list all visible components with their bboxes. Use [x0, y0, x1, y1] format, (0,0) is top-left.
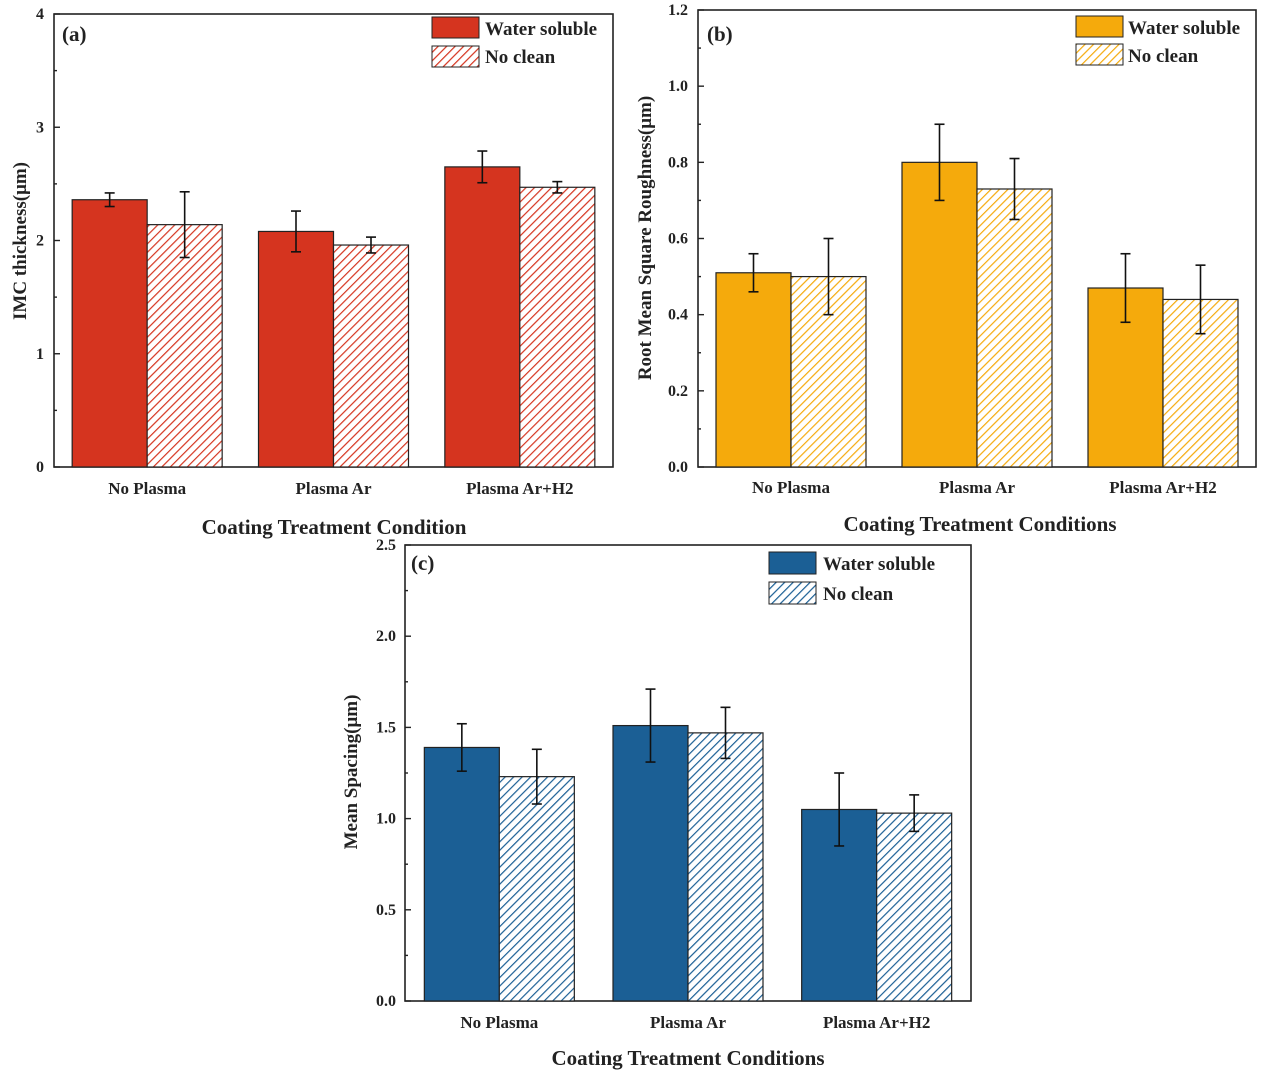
panel-b-legend-swatch-water-soluble [1075, 15, 1124, 38]
panel-b-y-tick-label: 0.0 [668, 459, 688, 476]
panel-c-bar-water-soluble [423, 746, 500, 1002]
panel-c-legend-swatch-no-clean [768, 581, 817, 605]
panel-a-category-label: Plasma Ar [295, 479, 371, 498]
panel-b-y-tick-label: 0.4 [668, 307, 688, 324]
panel-a-bar-water-soluble [71, 199, 148, 468]
panel-c-bar-water-soluble [612, 724, 689, 1002]
panel-b-category-label: No Plasma [752, 478, 830, 497]
panel-c-bar-no-clean [498, 776, 575, 1002]
panel-b-y-tick-label: 1.0 [668, 78, 688, 95]
panel-a-legend-swatch-no-clean [431, 45, 480, 68]
panel-a-y-tick-label: 3 [36, 119, 44, 136]
panel-c-category-label: Plasma Ar+H2 [823, 1013, 930, 1032]
panel-c-legend-label-no-clean: No clean [823, 584, 894, 605]
panel-b-legend-label-no-clean: No clean [1128, 46, 1199, 67]
panel-b-category-label: Plasma Ar+H2 [1109, 478, 1216, 497]
panel-c-category-label: Plasma Ar [650, 1013, 726, 1032]
panel-c-x-axis-title: Coating Treatment Conditions [551, 1046, 824, 1070]
panel-b-category-label: Plasma Ar [939, 478, 1015, 497]
panel-a-y-tick-label: 4 [36, 6, 44, 23]
panel-c-y-tick-label: 2.0 [376, 628, 396, 645]
panel-b-y-tick-label: 0.6 [668, 231, 688, 248]
panel-b-legend-swatch-no-clean [1075, 43, 1124, 66]
panel-a-y-axis-title: IMC thickness(μm) [10, 162, 31, 320]
panel-a-y-tick-label: 2 [36, 233, 44, 250]
panel-a-legend-label-no-clean: No clean [485, 47, 556, 68]
panel-c-y-tick-label: 2.5 [376, 537, 396, 554]
panel-c-bar-no-clean [687, 732, 764, 1002]
panel-c-legend-label-water-soluble: Water soluble [823, 554, 935, 575]
panel-b-tag: (b) [707, 22, 733, 46]
panel-b-y-axis-title: Root Mean Square Roughness(μm) [635, 96, 656, 380]
panel-c-category-label: No Plasma [460, 1013, 538, 1032]
panel-b-bar-water-soluble [901, 161, 978, 468]
panel-a-tag: (a) [62, 22, 87, 46]
panel-b-x-axis-title: Coating Treatment Conditions [843, 512, 1116, 536]
panel-a-bar-no-clean [146, 224, 223, 468]
panel-c-legend-swatch-water-soluble [768, 551, 817, 575]
panel-a-bar-water-soluble [257, 230, 335, 468]
panel-a-category-label: Plasma Ar+H2 [466, 479, 573, 498]
panel-a-legend-label-water-soluble: Water soluble [485, 19, 597, 40]
panel-a-bar-no-clean [519, 186, 596, 468]
chart-panel-b: (b) Root Mean Square Roughness(μm) Coati… [635, 2, 1257, 536]
panel-c-bar-no-clean [876, 812, 953, 1002]
panel-b-legend: Water soluble No clean [1075, 15, 1240, 67]
panel-c-y-axis-title: Mean Spacing(μm) [341, 695, 362, 850]
chart-panel-c: (c) Mean Spacing(μm) Coating Treatment C… [341, 537, 972, 1070]
panel-a-x-axis-title: Coating Treatment Condition [202, 515, 467, 539]
panel-c-tag: (c) [411, 551, 434, 575]
panel-a-category-label: No Plasma [108, 479, 186, 498]
panel-b-legend-label-water-soluble: Water soluble [1128, 18, 1240, 39]
panel-a-bar-no-clean [332, 244, 410, 468]
panel-b-y-tick-label: 0.8 [668, 154, 688, 171]
panel-b-bar-water-soluble [715, 272, 792, 468]
panel-a-y-tick-label: 1 [36, 346, 44, 363]
chart-panel-a: (a) IMC thickness(μm) Coating Treatment … [10, 6, 614, 539]
panel-a-bar-water-soluble [444, 166, 521, 468]
panel-c-y-tick-label: 1.5 [376, 719, 396, 736]
panel-b-bar-no-clean [976, 188, 1053, 468]
panel-c-y-tick-label: 0.5 [376, 902, 396, 919]
panel-c-y-tick-label: 0.0 [376, 993, 396, 1010]
panel-c-y-tick-label: 1.0 [376, 811, 396, 828]
panel-a-legend: Water soluble No clean [431, 16, 597, 68]
panel-a-legend-swatch-water-soluble [431, 16, 480, 39]
panel-b-y-tick-label: 0.2 [668, 383, 688, 400]
panel-b-y-tick-label: 1.2 [668, 2, 688, 19]
panel-c-legend: Water soluble No clean [768, 551, 935, 605]
panel-a-y-tick-label: 0 [36, 459, 44, 476]
